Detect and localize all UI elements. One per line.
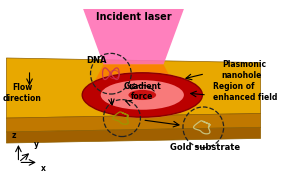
Ellipse shape [82, 72, 202, 118]
Text: Flow
direction: Flow direction [3, 83, 42, 103]
Text: z: z [12, 131, 16, 140]
Text: y: y [34, 140, 39, 149]
Text: DNA: DNA [86, 56, 106, 65]
Text: Gradient
force: Gradient force [123, 82, 161, 101]
Text: x: x [40, 164, 46, 173]
Text: Plasmonic
nanohole: Plasmonic nanohole [222, 60, 266, 80]
Polygon shape [83, 9, 184, 64]
Polygon shape [6, 113, 260, 132]
Text: Region of
enhanced field: Region of enhanced field [213, 82, 277, 102]
Ellipse shape [82, 73, 202, 117]
Polygon shape [6, 127, 260, 143]
Ellipse shape [129, 90, 156, 100]
Ellipse shape [94, 77, 191, 113]
Ellipse shape [101, 80, 184, 110]
Text: Incident laser: Incident laser [96, 12, 172, 22]
Polygon shape [6, 58, 260, 118]
Polygon shape [85, 64, 182, 100]
Text: Gold substrate: Gold substrate [170, 143, 240, 152]
